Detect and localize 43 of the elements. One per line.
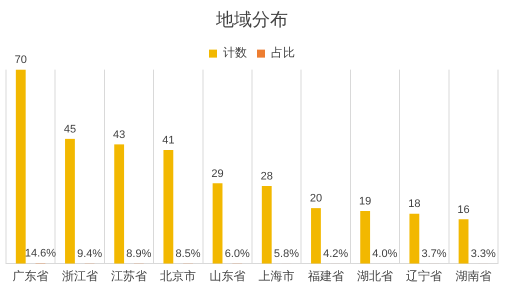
data-label: 28 xyxy=(260,170,273,183)
bar xyxy=(311,208,321,264)
data-label: 43 xyxy=(113,128,126,141)
x-tick-label: 福建省 xyxy=(308,268,344,283)
x-tick-label: 江苏省 xyxy=(111,268,147,283)
bar xyxy=(212,183,222,264)
data-label: 16 xyxy=(457,204,470,216)
bar xyxy=(409,214,420,264)
bar xyxy=(262,186,272,264)
data-label: 14.6% xyxy=(24,248,56,260)
data-label: 18 xyxy=(408,198,420,210)
bar xyxy=(65,138,75,264)
data-label: 8.9% xyxy=(126,248,152,260)
x-tick-label: 北京市 xyxy=(160,268,196,283)
x-tick-label: 广东省 xyxy=(12,268,49,283)
data-label: 70 xyxy=(14,54,27,66)
x-tick-label: 湖南省 xyxy=(455,268,492,283)
data-label: 8.5% xyxy=(176,248,201,260)
bar xyxy=(360,210,370,264)
data-label: 19 xyxy=(359,195,372,208)
data-label: 6.0% xyxy=(224,248,250,260)
data-label: 29 xyxy=(211,168,224,180)
legend-label: 占比 xyxy=(271,46,295,60)
bar xyxy=(16,70,26,264)
data-label: 45 xyxy=(64,123,76,136)
x-tick-label: 浙江省 xyxy=(62,268,98,283)
x-tick-label: 上海市 xyxy=(258,268,295,283)
x-tick-label: 辽宁省 xyxy=(406,268,442,283)
data-label: 3.3% xyxy=(470,248,496,260)
x-tick-label: 山东省 xyxy=(209,268,246,283)
bar xyxy=(114,144,124,264)
bar xyxy=(163,150,174,264)
data-label: 3.7% xyxy=(422,248,447,260)
bar xyxy=(458,219,468,264)
legend-label: 计数 xyxy=(223,46,247,60)
data-label: 5.8% xyxy=(274,248,300,260)
data-label: 9.4% xyxy=(77,248,102,260)
data-label: 4.2% xyxy=(323,248,348,260)
data-label: 4.0% xyxy=(372,248,398,260)
data-label: 41 xyxy=(162,134,174,147)
x-tick-label: 湖北省 xyxy=(357,268,393,283)
data-label: 20 xyxy=(310,192,322,205)
chart-title: 地域分布 xyxy=(215,9,288,30)
